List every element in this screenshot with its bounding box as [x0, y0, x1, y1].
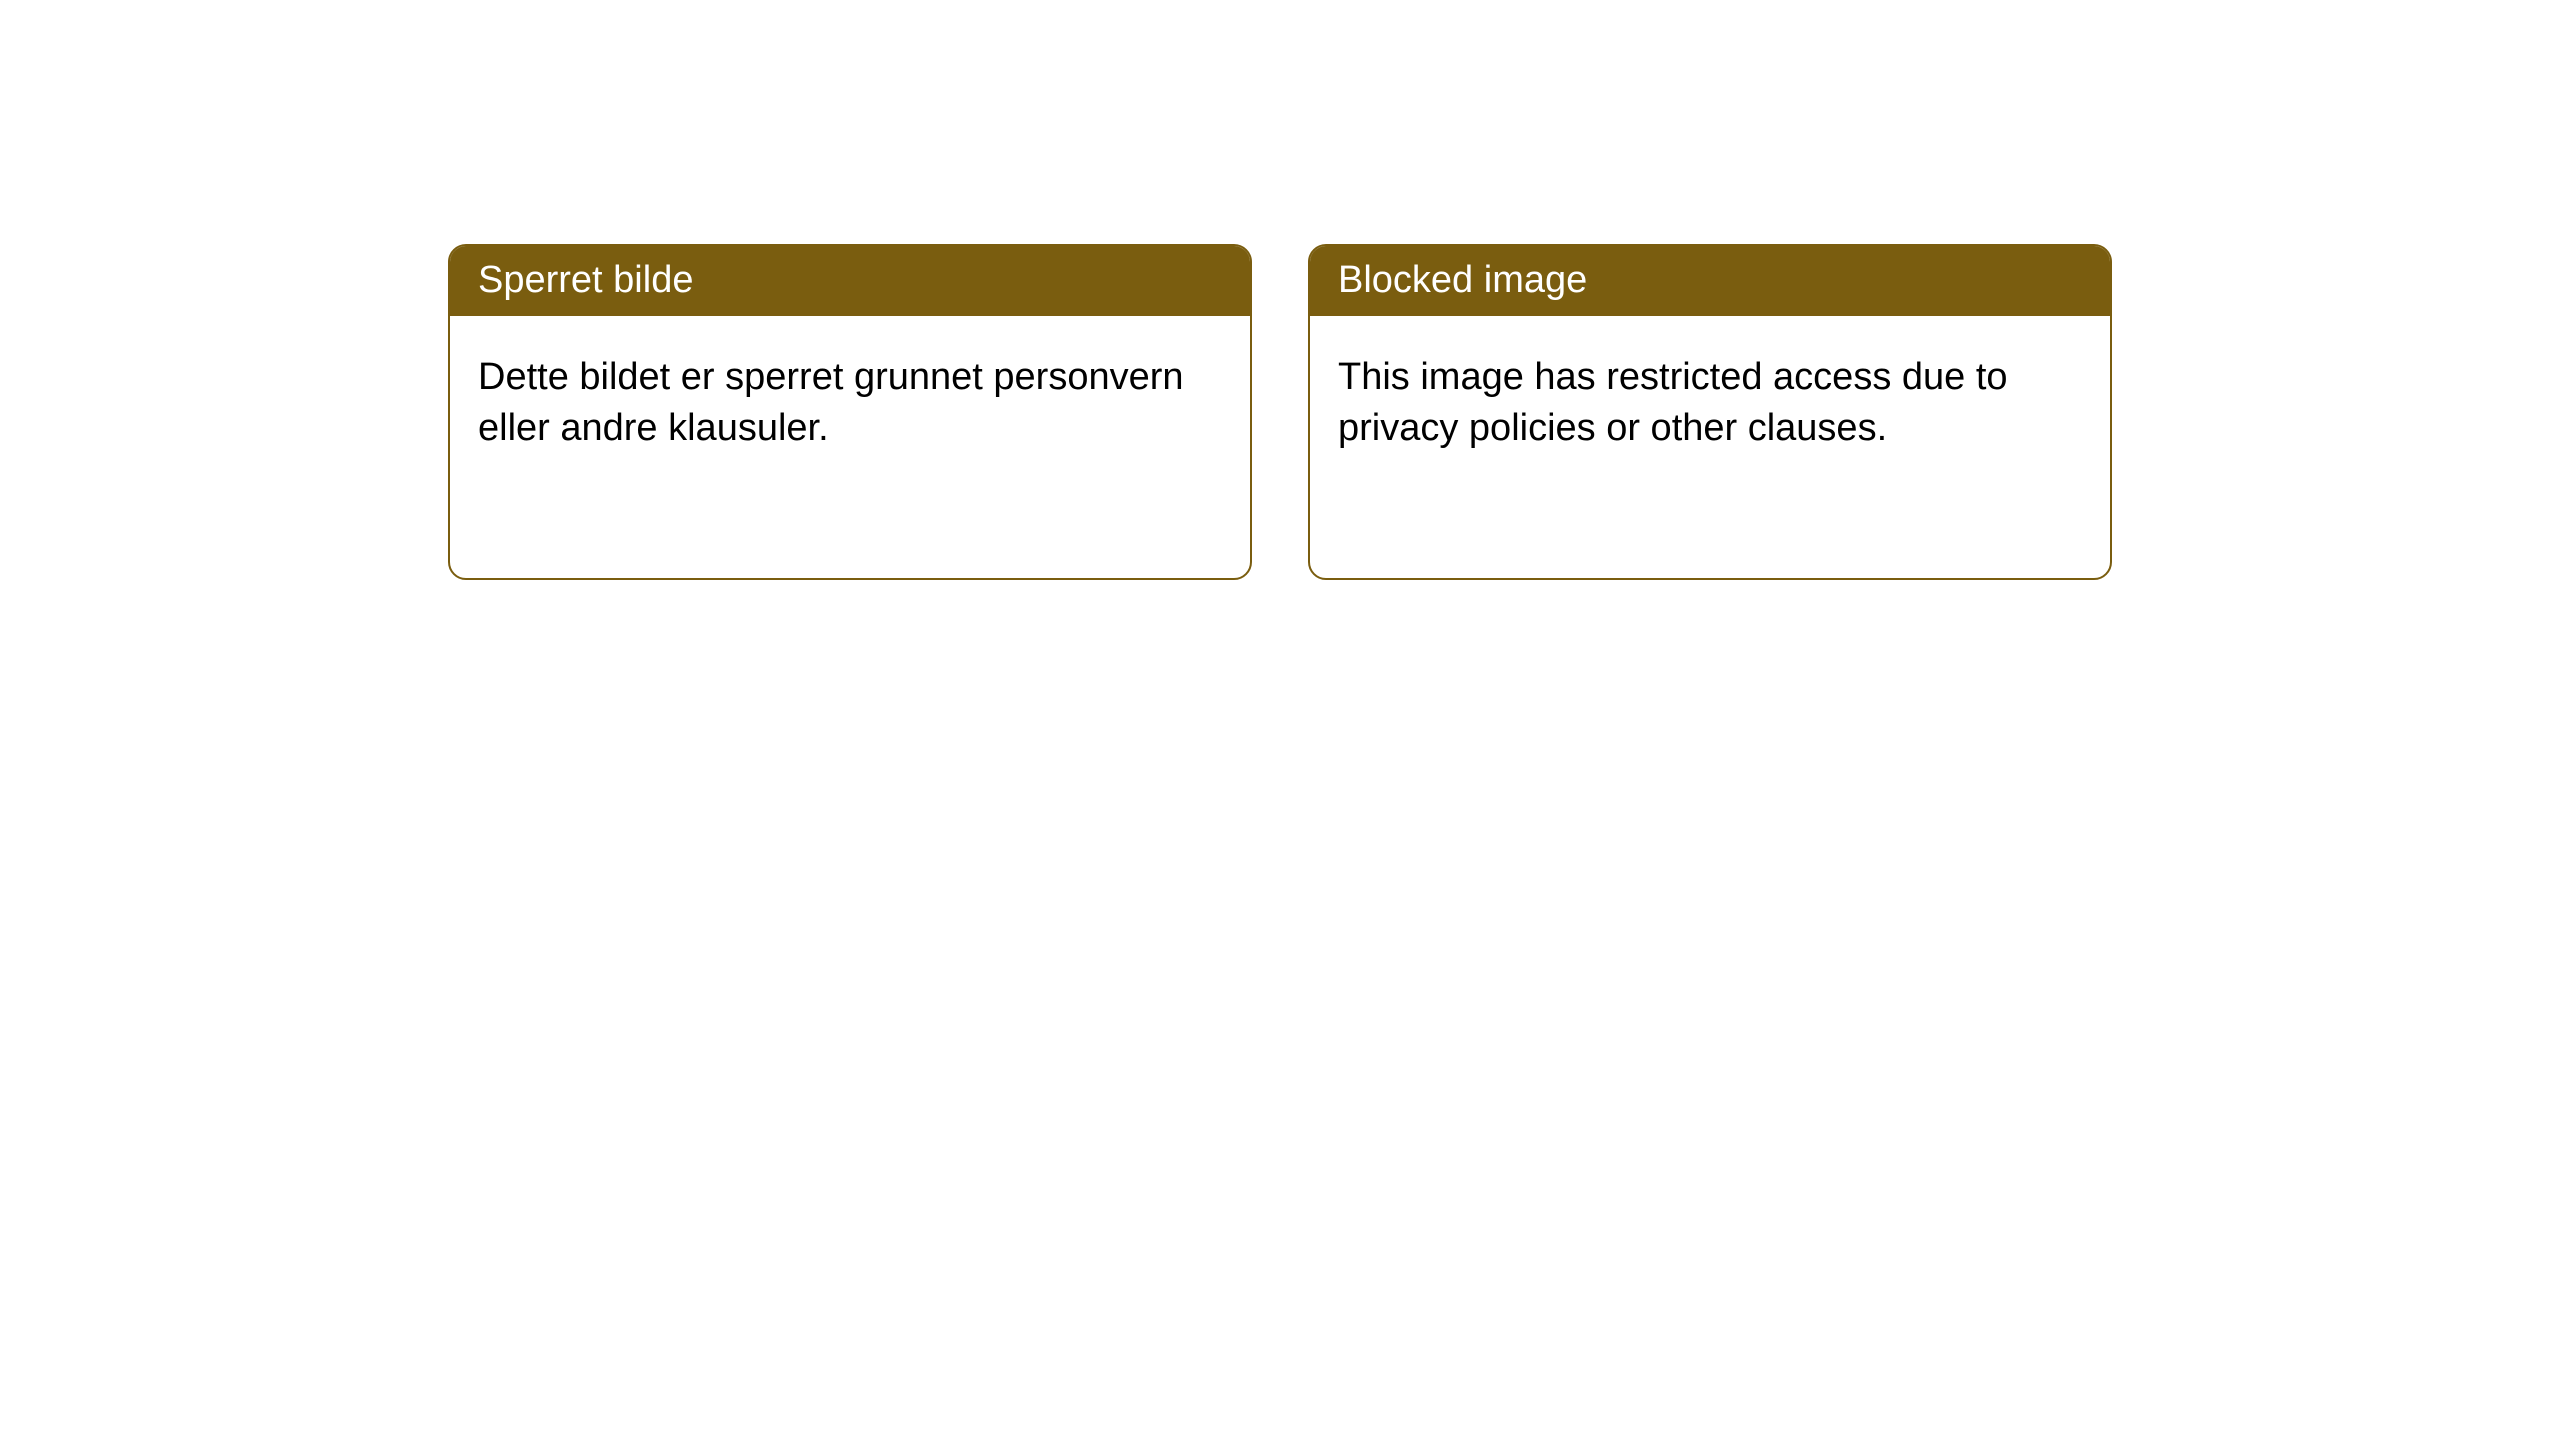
notice-container: Sperret bilde Dette bildet er sperret gr…	[0, 0, 2560, 580]
notice-header: Blocked image	[1310, 246, 2110, 316]
notice-header: Sperret bilde	[450, 246, 1250, 316]
notice-card-english: Blocked image This image has restricted …	[1308, 244, 2112, 580]
notice-card-norwegian: Sperret bilde Dette bildet er sperret gr…	[448, 244, 1252, 580]
notice-body: Dette bildet er sperret grunnet personve…	[450, 316, 1250, 491]
notice-body: This image has restricted access due to …	[1310, 316, 2110, 491]
